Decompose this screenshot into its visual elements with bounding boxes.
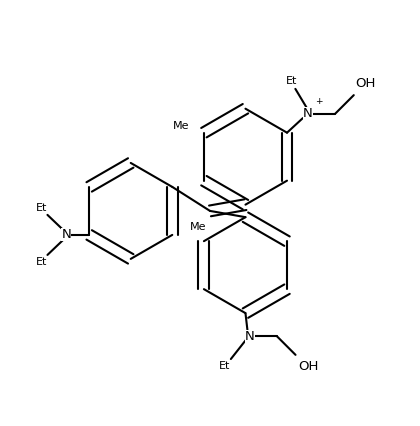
Text: Et: Et: [286, 76, 298, 86]
Text: OH: OH: [355, 78, 375, 90]
Text: Et: Et: [219, 361, 230, 371]
Text: +: +: [315, 98, 323, 106]
Text: Et: Et: [36, 257, 47, 267]
Text: OH: OH: [298, 360, 318, 373]
Text: Me: Me: [173, 121, 189, 132]
Text: Et: Et: [36, 203, 47, 213]
Text: N: N: [303, 107, 313, 121]
Text: N: N: [245, 330, 255, 343]
Text: Me: Me: [189, 222, 206, 232]
Text: N: N: [61, 228, 71, 242]
